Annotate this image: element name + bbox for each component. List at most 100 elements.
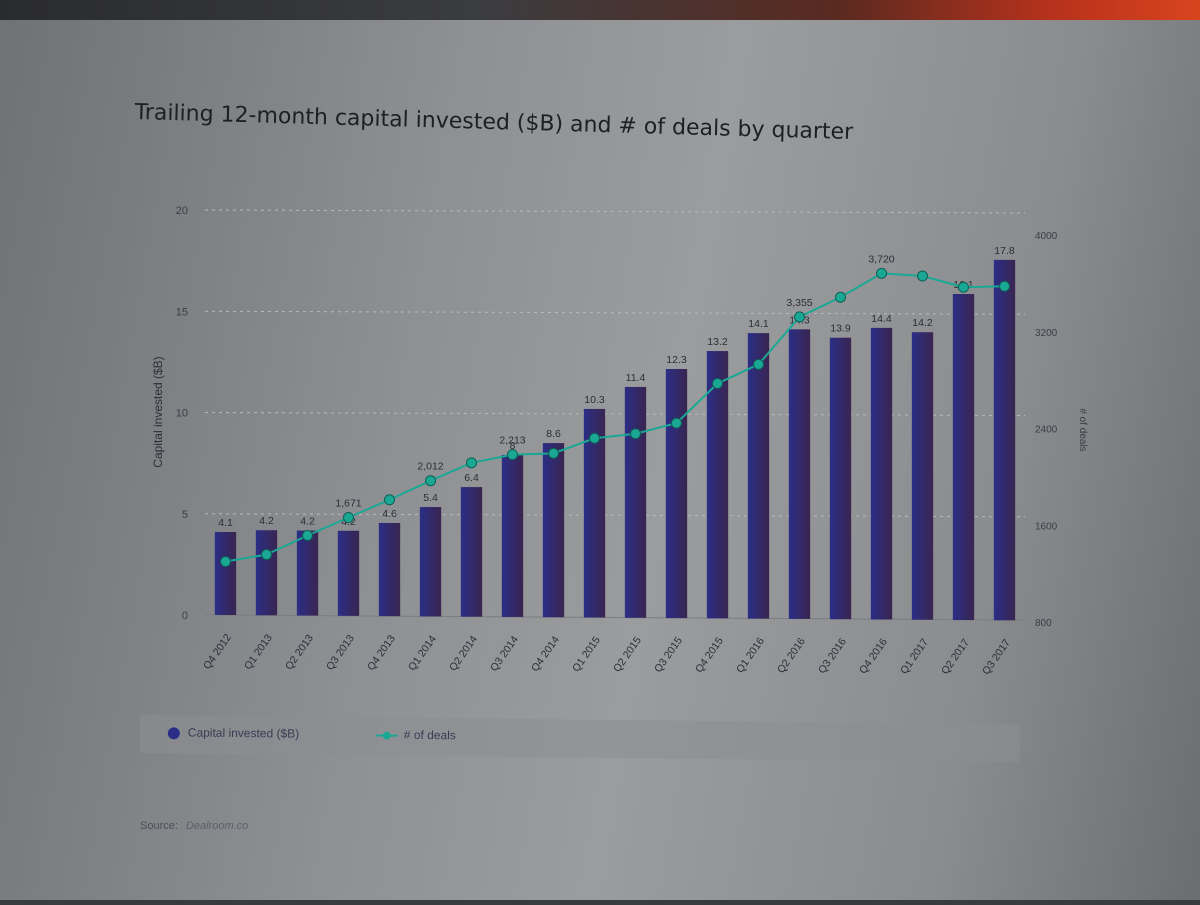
bar (952, 294, 975, 621)
deals-point (589, 432, 600, 444)
source-label: Source: (140, 820, 178, 832)
x-tick-label: Q3 2014 (488, 634, 521, 674)
bar (214, 531, 237, 615)
deals-point (671, 417, 682, 429)
x-tick-label: Q3 2013 (324, 633, 357, 673)
bar-value-label: 4.6 (382, 508, 397, 520)
x-tick-label: Q3 2017 (980, 637, 1013, 677)
legend-label-capital: Capital invested ($B) (187, 725, 300, 741)
deals-point (958, 281, 969, 293)
bar-value-label: 12.3 (666, 354, 687, 366)
bar (665, 369, 688, 619)
y-tick-label: 10 (176, 408, 188, 420)
deals-point (220, 556, 231, 568)
bar-value-label: 4.2 (259, 515, 274, 527)
y2-axis-title: # of deals (1077, 408, 1088, 451)
x-axis-line (204, 614, 1026, 621)
source-value: Dealroom.co (185, 820, 249, 832)
bar-value-label: 17.8 (994, 245, 1015, 257)
y-axis-title: Capital invested ($B) (151, 356, 165, 467)
gridline (204, 209, 1026, 214)
bar (624, 386, 647, 618)
x-tick-label: Q1 2017 (898, 636, 931, 676)
legend-item-capital: Capital invested ($B) (167, 725, 300, 741)
deals-point (466, 457, 477, 469)
bar (706, 351, 729, 619)
x-tick-label: Q2 2013 (283, 632, 316, 672)
bar-value-label: 14.2 (912, 317, 933, 329)
x-tick-label: Q2 2017 (939, 637, 972, 677)
bar (993, 259, 1016, 621)
bar-value-label: 13.9 (830, 323, 851, 335)
bar-value-label: 4.2 (300, 516, 315, 528)
deals-value-label: 1,671 (335, 498, 361, 510)
legend-label-deals: # of deals (403, 727, 456, 743)
bar (460, 487, 483, 617)
bar-value-label: 14.4 (871, 313, 892, 325)
bar-value-label: 13.2 (707, 336, 728, 348)
x-tick-label: Q1 2016 (734, 635, 767, 675)
deals-point (507, 449, 518, 461)
gridline (204, 513, 1026, 518)
bar (788, 329, 811, 619)
bar (419, 507, 442, 617)
x-tick-label: Q4 2015 (693, 635, 726, 675)
x-tick-label: Q1 2013 (242, 632, 275, 672)
deals-point (425, 475, 436, 487)
deals-value-label: 2,213 (499, 435, 525, 447)
gridline (204, 412, 1026, 416)
deals-point (999, 280, 1010, 292)
bar (542, 443, 565, 618)
deals-point (384, 494, 395, 506)
deals-point (712, 377, 723, 389)
bar (337, 530, 360, 616)
bar (911, 332, 934, 620)
x-tick-label: Q1 2014 (406, 633, 439, 673)
bar-value-label: 11.4 (626, 372, 646, 384)
bar-value-label: 14.1 (748, 318, 769, 330)
x-tick-label: Q3 2015 (652, 635, 685, 675)
bar (747, 333, 770, 619)
y-tick-label: 20 (176, 205, 188, 217)
x-tick-label: Q2 2014 (447, 633, 480, 673)
x-tick-label: Q1 2015 (570, 634, 603, 674)
deals-point (794, 311, 805, 323)
deals-point (548, 447, 559, 459)
x-tick-label: Q3 2016 (816, 636, 849, 676)
bar-value-label: 8.6 (546, 428, 561, 440)
x-tick-label: Q4 2014 (529, 634, 562, 674)
bar (378, 522, 401, 617)
bar (870, 327, 893, 620)
legend-line-marker (375, 731, 398, 740)
bar-value-label: 5.4 (423, 492, 438, 504)
x-tick-label: Q4 2012 (201, 632, 234, 672)
deals-point (261, 549, 272, 561)
x-tick-label: Q2 2016 (775, 636, 808, 676)
deals-point (917, 270, 928, 282)
y2-tick-label: 1600 (1035, 521, 1058, 532)
y-tick-label: 15 (176, 306, 188, 318)
legend-item-deals: # of deals (375, 727, 456, 743)
y2-tick-label: 4000 (1035, 231, 1058, 242)
bar (501, 454, 524, 617)
deals-point (343, 512, 354, 524)
source-note: Source: Dealroom.co (140, 820, 248, 832)
screen-top-edge (0, 0, 1200, 20)
deals-point (835, 291, 846, 303)
y-tick-label: 0 (182, 610, 188, 622)
bar (583, 408, 606, 618)
gridline (204, 310, 1026, 315)
bar-value-label: 6.4 (464, 472, 479, 484)
deals-value-label: 3,355 (786, 297, 812, 309)
bar-value-label: 10.3 (584, 394, 605, 406)
x-tick-label: Q4 2016 (857, 636, 890, 676)
deals-point (753, 358, 764, 370)
bar-value-label: 4.1 (218, 517, 233, 529)
x-tick-label: Q2 2015 (611, 635, 644, 675)
deals-value-label: 2,012 (417, 461, 443, 473)
bar (255, 530, 278, 616)
legend-bar-marker (167, 727, 180, 740)
y2-tick-label: 2400 (1035, 425, 1058, 436)
